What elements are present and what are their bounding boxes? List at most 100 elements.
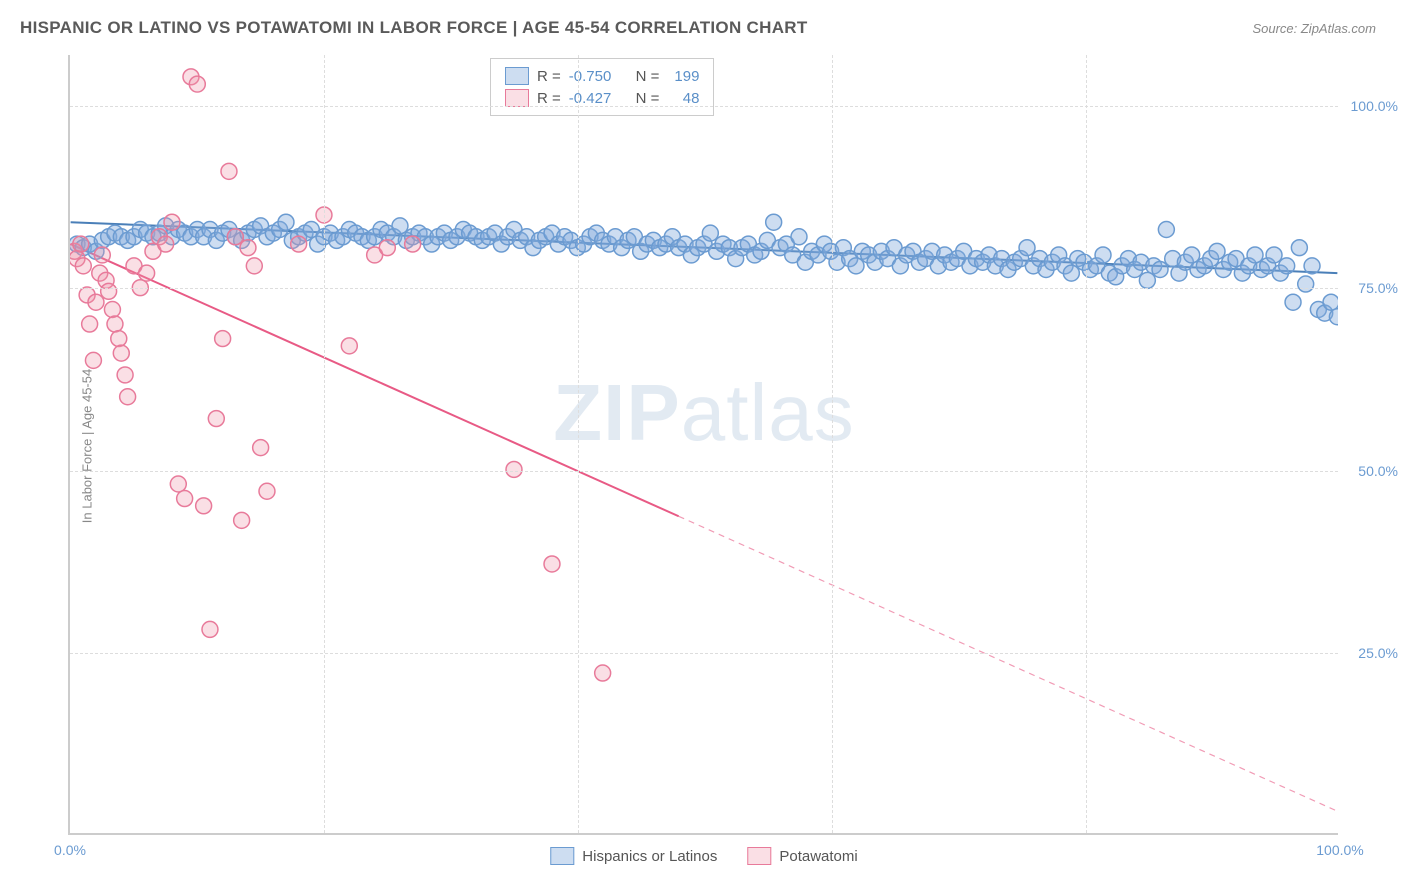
gridline-h	[70, 471, 1338, 472]
data-point	[759, 232, 775, 248]
data-point	[92, 265, 108, 281]
data-point	[734, 240, 750, 256]
data-point	[987, 258, 1003, 274]
data-point	[1260, 258, 1276, 274]
data-point	[1101, 265, 1117, 281]
gridline-v	[324, 55, 325, 833]
data-point	[949, 251, 965, 267]
data-point	[563, 232, 579, 248]
data-point	[104, 302, 120, 318]
data-point	[139, 225, 155, 241]
data-point	[455, 222, 471, 238]
data-point	[816, 236, 832, 252]
data-point	[1063, 265, 1079, 281]
data-point	[740, 236, 756, 252]
data-point	[924, 243, 940, 259]
swatch-pink-icon	[747, 847, 771, 865]
x-tick-label: 0.0%	[54, 842, 86, 858]
data-point	[677, 236, 693, 252]
data-point	[1285, 294, 1301, 310]
data-point	[981, 247, 997, 263]
data-point	[772, 240, 788, 256]
swatch-blue-icon	[550, 847, 574, 865]
data-point	[183, 69, 199, 85]
data-point	[639, 236, 655, 252]
data-point	[658, 236, 674, 252]
data-point	[139, 265, 155, 281]
data-point	[1133, 254, 1149, 270]
data-point	[753, 243, 769, 259]
gridline-v	[832, 55, 833, 833]
data-point	[1019, 240, 1035, 256]
chart-container: ZIPatlas R = -0.750 N = 199 R = -0.427 N…	[48, 55, 1338, 835]
data-point	[183, 229, 199, 245]
data-point	[94, 232, 110, 248]
data-point	[994, 251, 1010, 267]
data-point	[500, 229, 516, 245]
gridline-h	[70, 653, 1338, 654]
data-point	[164, 229, 180, 245]
data-point	[341, 338, 357, 354]
data-point	[1051, 247, 1067, 263]
data-point	[1038, 262, 1054, 278]
data-point	[804, 243, 820, 259]
data-point	[1120, 251, 1136, 267]
data-point	[702, 225, 718, 241]
data-point	[1127, 262, 1143, 278]
data-point	[854, 243, 870, 259]
data-point	[1298, 276, 1314, 292]
data-point	[272, 222, 288, 238]
data-point	[177, 491, 193, 507]
data-point	[512, 232, 528, 248]
data-point	[1323, 294, 1338, 310]
data-point	[1171, 265, 1187, 281]
data-point	[671, 240, 687, 256]
data-point	[1177, 254, 1193, 270]
data-point	[1044, 254, 1060, 270]
data-point	[94, 247, 110, 263]
data-point	[557, 229, 573, 245]
data-point	[956, 243, 972, 259]
data-point	[506, 461, 522, 477]
data-point	[937, 247, 953, 263]
gridline-h	[70, 106, 1338, 107]
data-point	[867, 254, 883, 270]
data-point	[158, 236, 174, 252]
y-tick-label: 50.0%	[1343, 463, 1398, 479]
gridline-h	[70, 288, 1338, 289]
data-point	[462, 225, 478, 241]
data-point	[234, 232, 250, 248]
data-point	[1000, 262, 1016, 278]
data-point	[354, 229, 370, 245]
source-attribution: Source: ZipAtlas.com	[1252, 21, 1376, 36]
data-point	[468, 229, 484, 245]
data-point	[911, 254, 927, 270]
data-point	[892, 258, 908, 274]
legend: Hispanics or Latinos Potawatomi	[550, 847, 857, 865]
data-point	[842, 251, 858, 267]
trend-lines-layer	[70, 55, 1338, 833]
data-point	[823, 243, 839, 259]
data-point	[791, 229, 807, 245]
data-point	[1247, 247, 1263, 263]
data-point	[652, 240, 668, 256]
data-point	[417, 229, 433, 245]
data-point	[177, 225, 193, 241]
chart-header: HISPANIC OR LATINO VS POTAWATOMI IN LABO…	[0, 0, 1406, 48]
data-point	[253, 440, 269, 456]
data-point	[70, 236, 85, 252]
data-point	[1253, 262, 1269, 278]
data-point	[962, 258, 978, 274]
watermark: ZIPatlas	[553, 367, 854, 459]
data-point	[386, 229, 402, 245]
data-point	[367, 247, 383, 263]
data-point	[303, 222, 319, 238]
data-point	[538, 229, 554, 245]
data-point	[246, 222, 262, 238]
data-point	[221, 163, 237, 179]
data-point	[835, 240, 851, 256]
data-point	[614, 240, 630, 256]
chart-title: HISPANIC OR LATINO VS POTAWATOMI IN LABO…	[20, 18, 808, 38]
data-point	[221, 222, 237, 238]
data-point	[1165, 251, 1181, 267]
